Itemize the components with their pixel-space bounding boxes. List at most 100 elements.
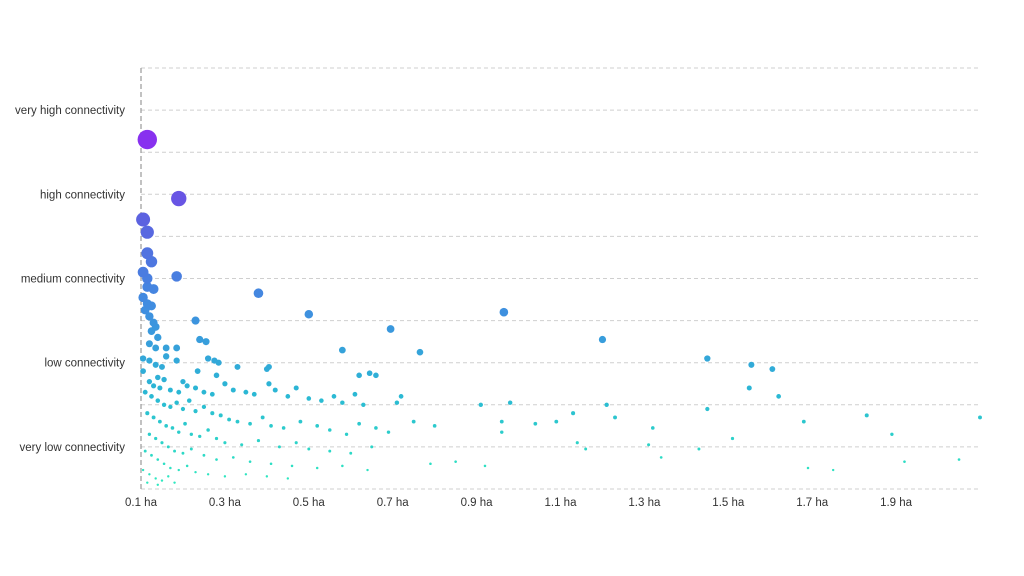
x-tick-label: 1.1 ha xyxy=(545,497,578,509)
data-point xyxy=(366,468,369,472)
data-point xyxy=(159,363,165,370)
data-point xyxy=(240,443,244,447)
data-point xyxy=(171,190,187,207)
data-point xyxy=(167,387,173,393)
data-point xyxy=(499,307,509,317)
data-point xyxy=(298,419,303,424)
data-point xyxy=(269,462,273,466)
data-point xyxy=(141,468,145,472)
data-point xyxy=(149,318,158,327)
data-point xyxy=(285,394,291,399)
data-point xyxy=(244,473,248,476)
data-point xyxy=(149,394,154,399)
data-points xyxy=(136,129,982,486)
data-point xyxy=(215,458,218,461)
data-point xyxy=(394,400,400,405)
data-point xyxy=(978,415,982,420)
data-point xyxy=(776,394,781,399)
data-point xyxy=(185,464,189,468)
data-point xyxy=(173,344,181,352)
data-point xyxy=(223,441,227,445)
data-point xyxy=(168,404,173,410)
data-point xyxy=(957,458,961,461)
data-point xyxy=(769,366,776,372)
data-point xyxy=(361,402,366,407)
data-point xyxy=(304,310,314,319)
data-point xyxy=(344,432,349,436)
x-tick-label: 1.9 ha xyxy=(880,497,913,509)
data-point xyxy=(143,449,147,453)
data-point xyxy=(191,316,200,325)
data-point xyxy=(154,333,162,342)
data-point xyxy=(647,443,651,447)
data-point xyxy=(432,424,437,428)
data-point xyxy=(454,460,457,463)
data-point xyxy=(137,129,157,150)
y-category-label: low connectivity xyxy=(44,358,125,370)
data-point xyxy=(142,389,148,395)
data-point xyxy=(164,424,168,428)
data-point xyxy=(206,428,210,432)
data-point xyxy=(161,376,167,383)
data-point xyxy=(507,400,513,405)
data-point xyxy=(173,357,180,364)
x-tick-label: 1.7 ha xyxy=(796,497,829,509)
data-point xyxy=(137,266,149,278)
data-point xyxy=(890,432,894,436)
data-point xyxy=(162,462,166,466)
data-point xyxy=(193,385,199,391)
data-point xyxy=(429,462,432,466)
data-point xyxy=(156,458,160,461)
x-tick-label: 0.3 ha xyxy=(209,497,242,509)
data-point xyxy=(256,438,261,443)
data-point xyxy=(697,447,701,451)
data-point xyxy=(306,396,312,401)
data-point xyxy=(903,460,906,463)
y-category-label: medium connectivity xyxy=(21,274,125,286)
data-point xyxy=(206,473,210,476)
data-point xyxy=(416,348,424,356)
data-point xyxy=(193,409,198,414)
data-point xyxy=(177,468,180,472)
data-point xyxy=(251,391,257,397)
data-point xyxy=(705,406,710,412)
data-point xyxy=(141,247,154,260)
x-tick-label: 0.9 ha xyxy=(461,497,494,509)
data-point xyxy=(265,475,269,478)
data-point xyxy=(146,378,153,385)
data-point xyxy=(201,404,207,410)
data-point xyxy=(174,400,179,405)
y-category-labels: very low connectivity low connectivity med… xyxy=(15,105,125,454)
data-point xyxy=(806,466,810,470)
data-point xyxy=(277,445,281,449)
data-point xyxy=(328,428,332,432)
data-point xyxy=(214,436,219,441)
data-point xyxy=(294,441,298,445)
data-point xyxy=(196,335,204,344)
data-point xyxy=(352,391,358,397)
data-point xyxy=(373,372,379,379)
data-point xyxy=(161,402,167,407)
data-point xyxy=(746,385,752,391)
y-category-label: very low connectivity xyxy=(20,442,126,454)
data-point xyxy=(386,325,395,333)
data-point xyxy=(386,430,391,434)
data-point xyxy=(202,338,210,346)
data-point xyxy=(150,453,153,457)
data-point xyxy=(189,432,194,436)
data-point xyxy=(281,426,286,430)
data-point xyxy=(613,415,617,420)
data-point xyxy=(142,281,153,292)
data-point xyxy=(170,426,175,430)
data-point xyxy=(151,383,157,389)
data-point xyxy=(730,436,735,441)
data-point xyxy=(260,415,265,420)
data-point xyxy=(145,312,154,321)
data-point xyxy=(286,477,290,480)
data-point xyxy=(243,389,249,395)
data-point xyxy=(235,419,240,424)
data-point xyxy=(139,355,147,362)
data-point xyxy=(173,449,176,453)
data-point xyxy=(659,456,663,459)
data-point xyxy=(177,430,181,434)
